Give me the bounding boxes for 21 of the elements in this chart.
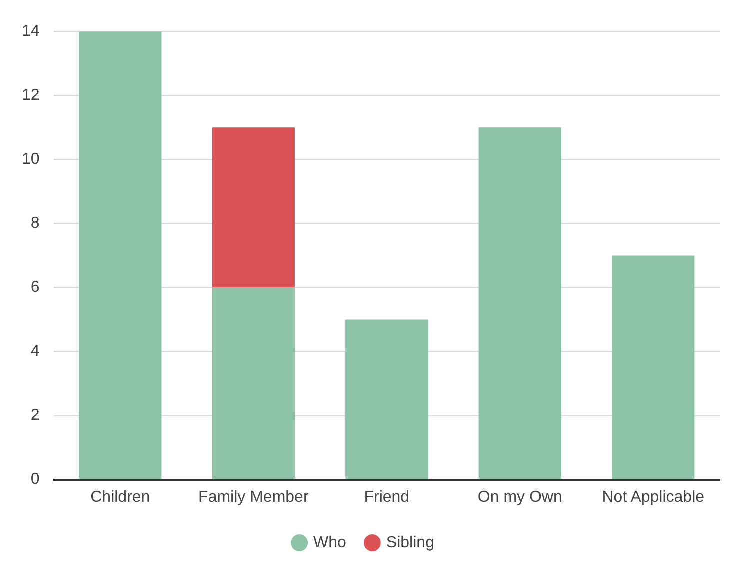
y-tick-label: 4 — [30, 343, 40, 360]
y-tick-label: 8 — [30, 215, 40, 232]
bar — [346, 320, 428, 480]
y-tick-label: 2 — [30, 407, 40, 424]
y-tick-label: 14 — [22, 23, 40, 40]
legend-label: Sibling — [386, 534, 434, 552]
x-tick-label: Children — [90, 488, 150, 506]
bar — [612, 256, 695, 480]
y-tick-label: 6 — [30, 279, 40, 296]
x-tick-label: Friend — [364, 488, 410, 506]
legend-label: Who — [314, 534, 347, 552]
bar — [478, 128, 562, 480]
x-tick-label: Not Applicable — [602, 488, 705, 506]
bar — [212, 288, 295, 480]
bar — [79, 32, 162, 480]
x-tick-label: Family Member — [198, 488, 310, 506]
y-tick-label: 0 — [30, 471, 40, 488]
x-tick-label: On my Own — [478, 488, 562, 506]
bar — [212, 128, 295, 288]
y-tick-label: 12 — [22, 87, 40, 104]
y-tick-label: 10 — [22, 151, 40, 168]
